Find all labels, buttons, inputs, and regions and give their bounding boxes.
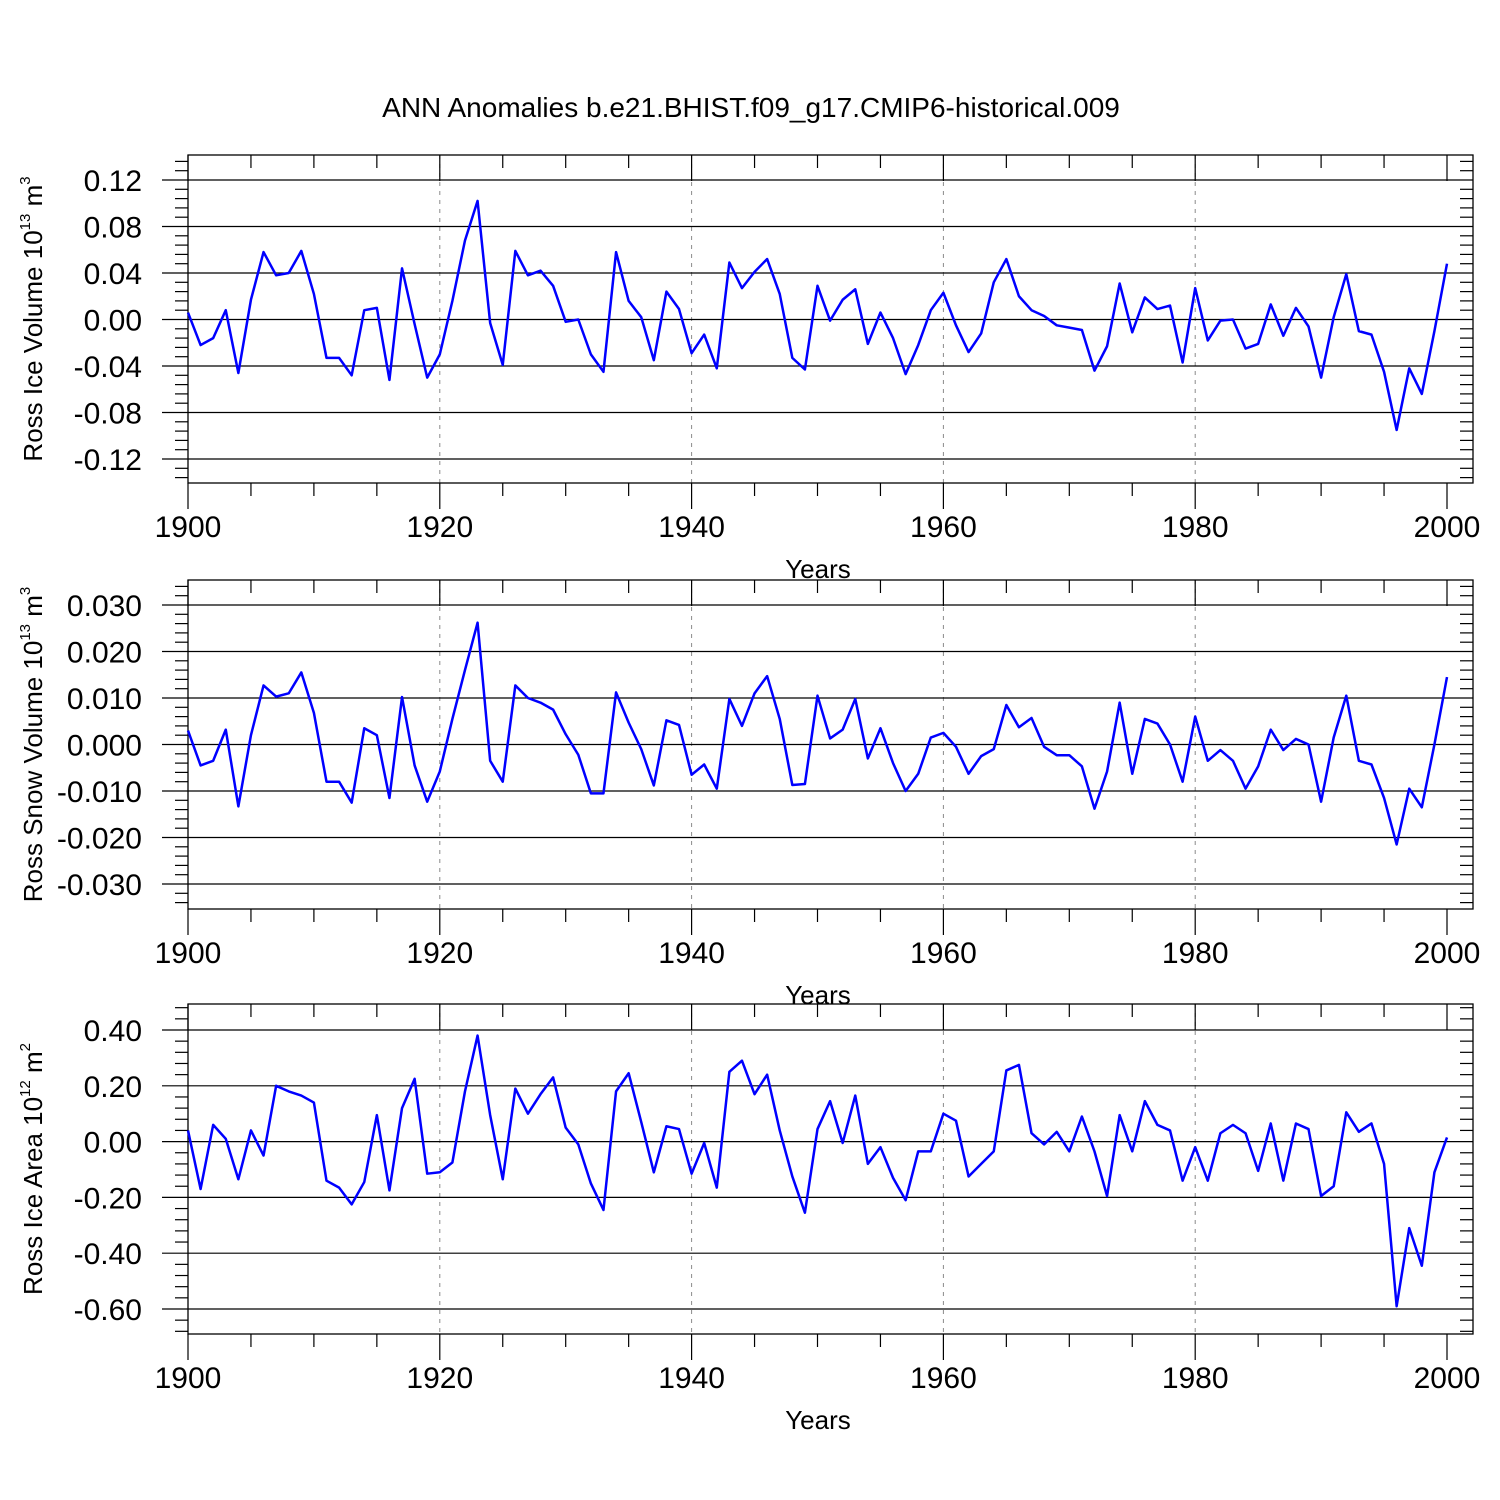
y-tick-label: -0.40 [74, 1238, 142, 1271]
x-axis-title: Years [785, 1405, 851, 1435]
y-tick-label: -0.12 [74, 444, 142, 477]
y-tick-label: 0.020 [67, 637, 142, 670]
x-tick-label: 2000 [1414, 511, 1481, 544]
x-tick-label: 1900 [155, 511, 222, 544]
x-tick-label: 1920 [406, 1362, 473, 1395]
x-tick-label: 1960 [910, 1362, 977, 1395]
y-tick-label: 0.030 [67, 590, 142, 623]
y-tick-label: -0.08 [74, 398, 142, 431]
y-tick-label: 0.000 [67, 730, 142, 763]
plot-frame [187, 1003, 1474, 1335]
y-tick-label: -0.010 [57, 776, 142, 809]
y-tick-label: 0.010 [67, 683, 142, 716]
y-tick-label: 0.12 [84, 165, 142, 198]
x-tick-label: 1980 [1162, 937, 1229, 970]
panel-1: 1900 1920 1940 1960 1980 2000 -0.12 -0.08 -0.04 0… [17, 154, 1481, 584]
y-axis-title: Ross Snow Volume 1013 m3 [17, 587, 48, 903]
series-line [186, 621, 1449, 846]
y-axis-title-unit-exponent: 3 [17, 176, 34, 184]
y-axis-title-unit: m [18, 185, 48, 214]
y-tick-label: 0.20 [84, 1071, 142, 1104]
y-axis-title-unit: m [18, 595, 48, 624]
y-tick-label: 0.00 [84, 305, 142, 338]
y-tick-label: 0.04 [84, 258, 142, 291]
y-axis-title: Ross Ice Volume 1013 m3 [17, 176, 48, 461]
y-axis-title-unit-exponent: 2 [17, 1043, 34, 1051]
x-tick-label: 1940 [658, 937, 725, 970]
y-tick-label: -0.04 [74, 351, 142, 384]
y-axis-title-text: Ross Ice Volume 10 [18, 230, 48, 461]
x-tick-label: 1960 [910, 511, 977, 544]
x-tick-label: 1920 [406, 511, 473, 544]
y-tick-label: 0.40 [84, 1015, 142, 1048]
y-axis-title-exponent: 13 [17, 624, 34, 641]
series-line [186, 1034, 1449, 1308]
x-axis-title: Years [785, 554, 851, 584]
y-axis-title-text: Ross Ice Area 10 [18, 1097, 48, 1295]
x-tick-label: 1980 [1162, 1362, 1229, 1395]
y-axis-title-exponent: 12 [17, 1080, 34, 1097]
x-tick-label: 2000 [1414, 1362, 1481, 1395]
y-axis-title-unit: m [18, 1051, 48, 1080]
y-tick-label: -0.20 [74, 1182, 142, 1215]
y-axis-title-text: Ross Snow Volume 10 [18, 641, 48, 903]
y-tick-label: -0.020 [57, 823, 142, 856]
x-tick-label: 1940 [658, 1362, 725, 1395]
x-tick-label: 1940 [658, 511, 725, 544]
y-tick-label: 0.00 [84, 1127, 142, 1160]
x-tick-label: 1960 [910, 937, 977, 970]
x-tick-label: 1920 [406, 937, 473, 970]
y-axis-title-unit-exponent: 3 [17, 587, 34, 595]
series-line [186, 199, 1449, 432]
y-tick-label: -0.60 [74, 1294, 142, 1327]
y-tick-label: -0.030 [57, 869, 142, 902]
x-tick-label: 1900 [155, 1362, 222, 1395]
panel-3: 1900 1920 1940 1960 1980 2000 -0.60 -0.40 -0.20 0… [17, 1003, 1481, 1435]
y-axis-title: Ross Ice Area 1012 m2 [17, 1043, 48, 1295]
y-tick-label: 0.08 [84, 212, 142, 245]
x-tick-label: 1980 [1162, 511, 1229, 544]
main-title: ANN Anomalies b.e21.BHIST.f09_g17.CMIP6-… [382, 92, 1120, 123]
panel-2: 1900 1920 1940 1960 1980 2000 -0.030 -0.020 -0.0… [17, 579, 1481, 1010]
x-tick-label: 1900 [155, 937, 222, 970]
y-axis-title-exponent: 13 [17, 214, 34, 231]
x-tick-label: 2000 [1414, 937, 1481, 970]
